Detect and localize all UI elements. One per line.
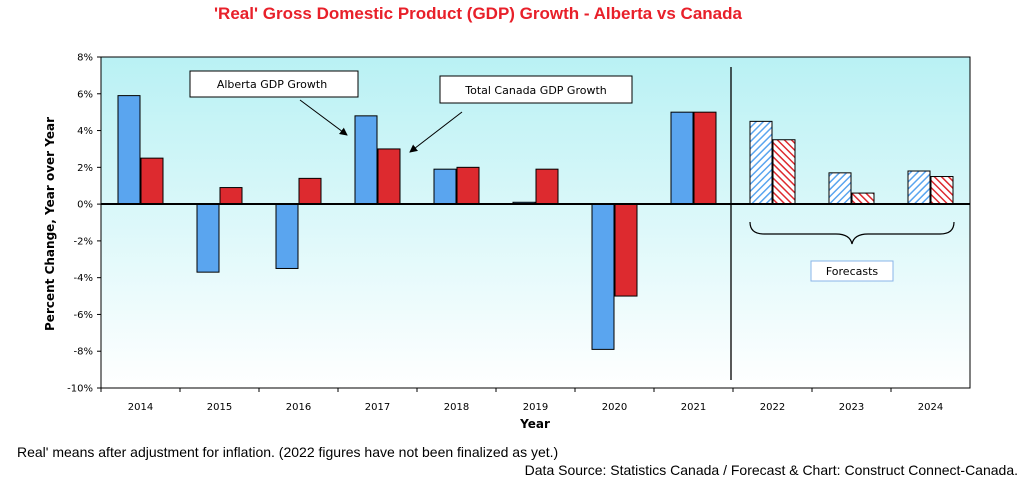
data-source: Data Source: Statistics Canada / Forecas… — [525, 462, 1018, 478]
bar-alberta-2023 — [828, 172, 852, 205]
forecast-label-box — [810, 260, 894, 282]
bar-canada-2021 — [693, 111, 717, 205]
bar-canada-2015 — [219, 187, 243, 205]
bar-alberta-2024 — [907, 170, 931, 205]
legend-alberta-arrow — [299, 99, 348, 136]
y-tick-label: -10% — [67, 384, 93, 395]
x-tick-label: 2014 — [128, 402, 153, 413]
y-tick-label: 6% — [77, 89, 93, 100]
bar-canada-2019 — [535, 168, 559, 205]
legend-canada-box — [439, 75, 633, 104]
bar-canada-2014 — [140, 157, 164, 205]
footnote: Real' means after adjustment for inflati… — [17, 444, 558, 460]
bars — [117, 95, 954, 350]
y-tick-label: 2% — [77, 163, 93, 174]
plot-area — [100, 56, 971, 389]
bar-alberta-2015 — [196, 203, 220, 273]
y-tick-label: -4% — [74, 273, 93, 284]
bar-canada-2016 — [298, 177, 322, 205]
bar-alberta-2018 — [433, 168, 457, 205]
x-axis-title: Year — [519, 417, 550, 431]
x-tick-label: 2019 — [523, 402, 548, 413]
x-tick-label: 2016 — [286, 402, 311, 413]
y-tick-label: 0% — [77, 200, 93, 211]
bar-canada-2022 — [772, 139, 796, 205]
y-tick-label: -8% — [74, 347, 93, 358]
chart-title: 'Real' Gross Domestic Product (GDP) Grow… — [214, 4, 743, 23]
x-tick-label: 2015 — [207, 402, 232, 413]
bar-alberta-2022 — [749, 120, 773, 205]
legend-canada-label: Total Canada GDP Growth — [464, 84, 607, 97]
x-tick-label: 2022 — [760, 402, 785, 413]
forecast-brace — [749, 221, 955, 245]
bar-alberta-2016 — [275, 203, 299, 269]
x-tick-label: 2023 — [839, 402, 864, 413]
y-tick-label: -2% — [74, 236, 93, 247]
bar-canada-2024 — [930, 176, 954, 205]
x-tick-label: 2017 — [365, 402, 390, 413]
legend-canada-arrow — [409, 111, 463, 153]
bar-canada-2023 — [851, 192, 875, 205]
y-tick-label: 8% — [77, 53, 93, 64]
bar-canada-2017 — [377, 148, 401, 205]
forecast-label: Forecasts — [826, 265, 879, 278]
bar-canada-2018 — [456, 166, 480, 205]
y-tick-label: -6% — [74, 310, 93, 321]
x-tick-label: 2021 — [681, 402, 706, 413]
y-tick-label: 4% — [77, 126, 93, 137]
y-axis-title: Percent Change, Year over Year — [43, 117, 57, 331]
x-tick-label: 2020 — [602, 402, 627, 413]
x-tick-label: 2024 — [918, 402, 943, 413]
bar-canada-2020 — [614, 203, 638, 297]
bar-alberta-2014 — [117, 95, 141, 205]
x-axis-ticks: 2014 2015 2016 2017 2018 2019 2020 2021 2022 2023… — [100, 388, 943, 413]
legend-alberta-label: Alberta GDP Growth — [217, 78, 327, 91]
bar-alberta-2020 — [591, 203, 615, 350]
legend-alberta-box — [189, 70, 359, 98]
bar-alberta-2017 — [354, 115, 378, 205]
bar-alberta-2021 — [670, 111, 694, 205]
x-tick-label: 2018 — [444, 402, 469, 413]
y-axis-ticks: 8% 6% 4% 2% 0% -2% -4% -6% -8% -10% — [67, 53, 101, 395]
